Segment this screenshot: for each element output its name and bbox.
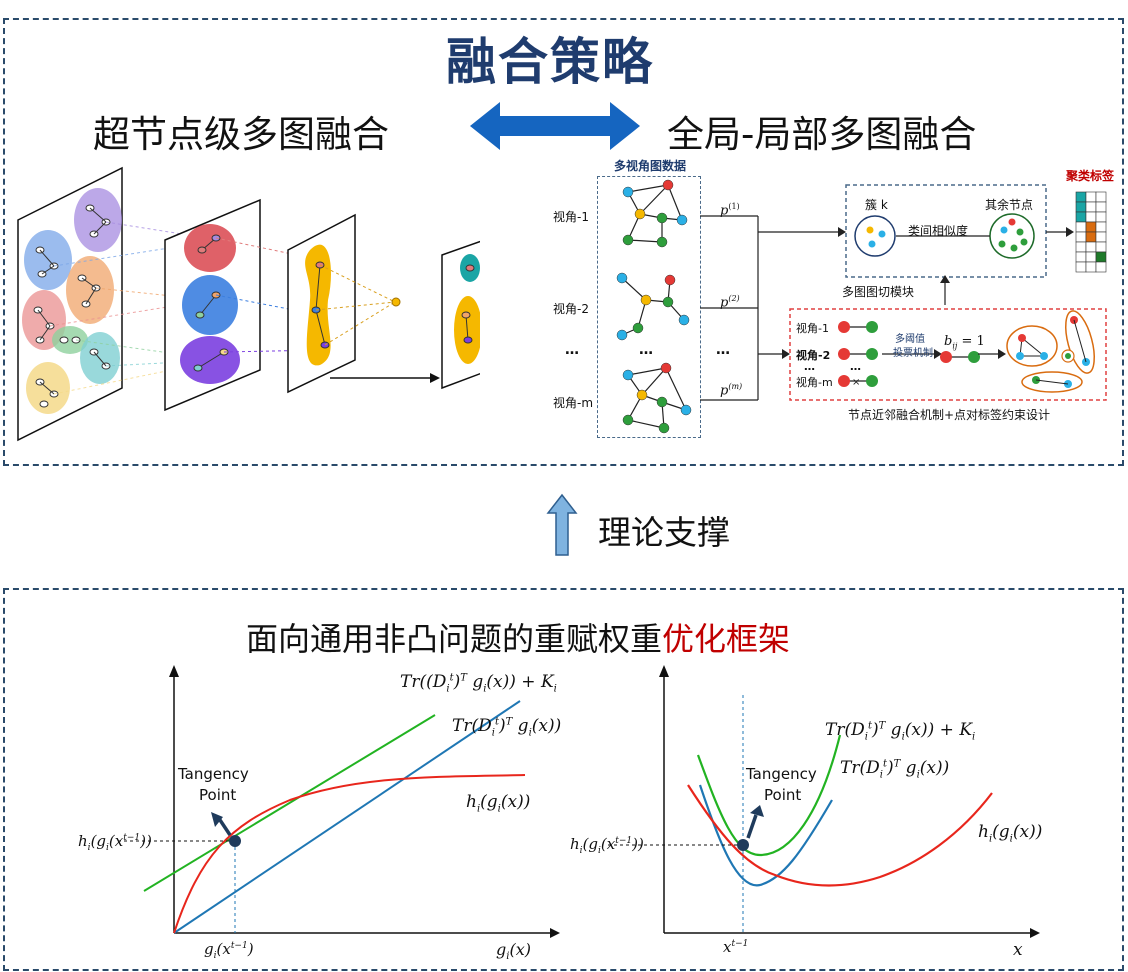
right-heading: 全局-局部多图融合 <box>667 113 977 156</box>
theory-support-label: 理论支撑 <box>598 513 730 552</box>
left-blue-label: Tr(Dit)T gi(x)) <box>452 716 562 739</box>
left-green-label: Tr((Dit)T gi(x)) + Ki <box>400 672 557 695</box>
ellipsis-middle: … <box>639 342 653 358</box>
bidirectional-arrow-icon <box>470 102 640 150</box>
view-1-label: 视角-1 <box>553 210 589 224</box>
bij-equation: bij = 1 <box>944 334 985 351</box>
left-red-label: hi(gi(x)) <box>466 792 531 815</box>
optimization-framework-panel <box>3 588 1124 971</box>
framework-title-red: 优化框架 <box>662 620 791 658</box>
right-blue-label: Tr(Dit)T gi(x)) <box>840 758 950 781</box>
right-tangency-2: Point <box>764 786 802 804</box>
left-x-axis-label: gi(x) <box>496 940 531 963</box>
left-tangency-1: Tangency <box>178 765 249 783</box>
right-tangency-1: Tangency <box>746 765 817 783</box>
multiview-data-label: 多视角图数据 <box>614 159 687 173</box>
right-y-tick: hi(gi(xt−1)) <box>570 835 644 856</box>
vote-label-2: 投票机制 <box>893 348 933 359</box>
local-view-1-label: 视角-1 <box>796 322 829 335</box>
left-plot <box>118 665 560 938</box>
right-x-axis-label: x <box>1013 940 1023 960</box>
left-heading: 超节点级多图融合 <box>93 113 389 156</box>
fusion-strategy-panel <box>3 18 1124 466</box>
local-view-2-label: 视角-2 <box>796 349 831 362</box>
local-view-m-label: 视角-m <box>796 376 833 389</box>
framework-title: 面向通用非凸问题的重赋权重优化框架 <box>246 614 790 660</box>
local-ellipsis-1: … <box>804 360 815 373</box>
cut-module-label: 多图图切模块 <box>842 285 915 299</box>
global-local-diagram: × <box>616 179 1107 434</box>
left-x-tick: gi(xt−1) <box>204 940 254 961</box>
vote-label-1: 多阈值 <box>895 334 925 345</box>
supernode-fusion-diagram <box>17 166 480 442</box>
inter-similarity-label: 类间相似度 <box>908 224 969 238</box>
theory-up-arrow-icon <box>546 493 578 556</box>
cluster-k-label: 簇 k <box>865 198 888 212</box>
svg-text:×: × <box>852 377 860 388</box>
framework-title-black: 面向通用非凸问题的重赋权重 <box>246 620 663 658</box>
right-green-label: Tr(Dit)T gi(x)) + Ki <box>825 720 976 743</box>
left-y-tick: hi(gi(xt−1)) <box>78 832 152 853</box>
rest-nodes-label: 其余节点 <box>985 198 1034 212</box>
local-ellipsis-2: … <box>850 360 861 373</box>
fusion-strategy-title: 融合策略 <box>446 33 654 91</box>
view-m-label: 视角-m <box>553 396 594 410</box>
multiview-data-box <box>597 176 701 438</box>
p2-label: p(2) <box>720 294 740 311</box>
ellipsis-right: … <box>716 342 730 358</box>
view-2-label: 视角-2 <box>553 302 589 316</box>
cluster-tag-label: 聚类标签 <box>1066 169 1115 183</box>
right-x-tick: xt−1 <box>723 938 749 956</box>
right-red-label: hi(gi(x)) <box>978 822 1043 845</box>
left-tangency-2: Point <box>199 786 237 804</box>
right-plot <box>608 665 1040 938</box>
local-caption: 节点近邻融合机制+点对标签约束设计 <box>848 408 1051 422</box>
p1-label: p(1) <box>720 202 740 219</box>
ellipsis-left: … <box>565 342 579 358</box>
pm-label: p(m) <box>720 382 743 399</box>
